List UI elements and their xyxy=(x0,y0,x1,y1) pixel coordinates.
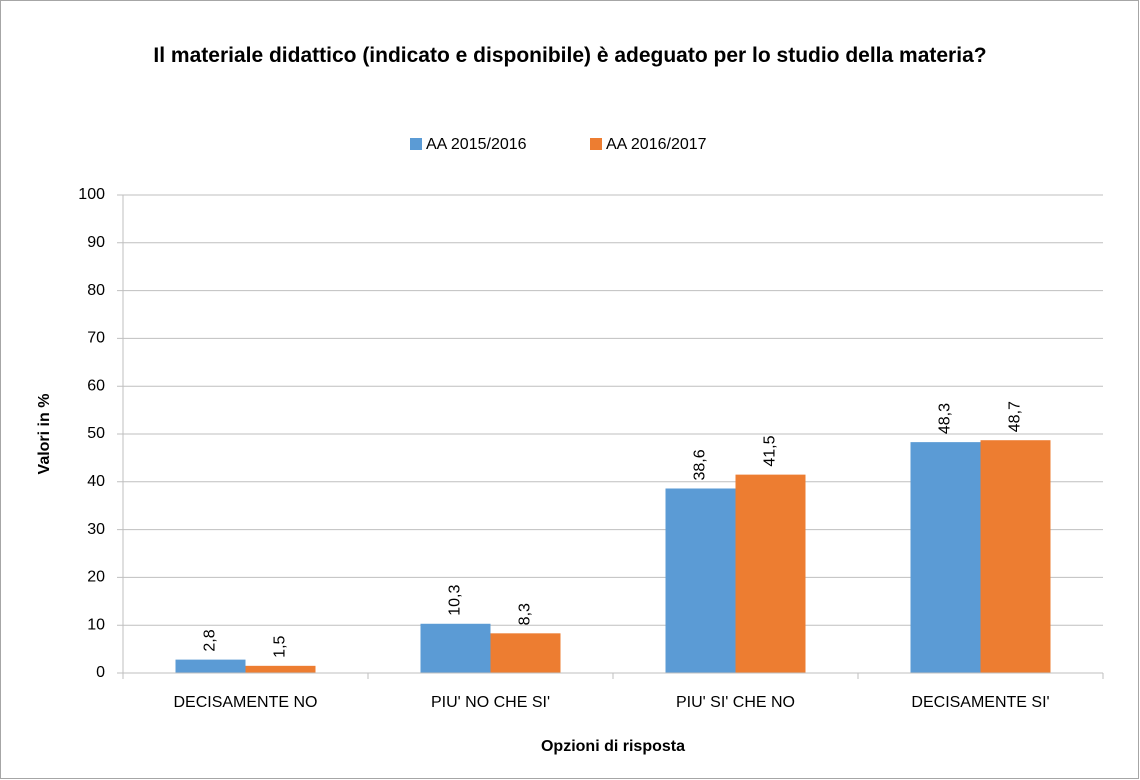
y-tick-label: 60 xyxy=(87,377,105,394)
legend-label: AA 2016/2017 xyxy=(606,136,707,153)
bar xyxy=(735,474,806,673)
value-label: 8,3 xyxy=(517,603,534,625)
legend-swatch xyxy=(590,138,602,150)
y-tick-label: 50 xyxy=(87,425,105,442)
value-label: 1,5 xyxy=(272,635,289,657)
bar xyxy=(420,623,491,673)
y-tick-label: 70 xyxy=(87,330,105,347)
value-label: 2,8 xyxy=(202,629,219,651)
y-tick-label: 80 xyxy=(87,282,105,299)
legend-label: AA 2015/2016 xyxy=(426,136,527,153)
value-label: 38,6 xyxy=(692,449,709,480)
y-tick-label: 100 xyxy=(78,186,105,203)
y-tick-label: 0 xyxy=(96,664,105,681)
value-label: 48,3 xyxy=(937,403,954,434)
bar xyxy=(980,440,1051,673)
value-label: 48,7 xyxy=(1007,401,1024,432)
bar xyxy=(175,659,246,673)
legend-swatch xyxy=(410,138,422,150)
bar xyxy=(490,633,561,673)
bar xyxy=(910,442,981,673)
x-axis-label: Opzioni di risposta xyxy=(541,738,685,755)
value-label: 41,5 xyxy=(762,435,779,466)
y-tick-label: 10 xyxy=(87,616,105,633)
y-tick-label: 90 xyxy=(87,234,105,251)
x-tick-label: PIU' NO CHE SI' xyxy=(431,694,550,711)
x-tick-label: DECISAMENTE NO xyxy=(173,694,317,711)
chart-title: Il materiale didattico (indicato e dispo… xyxy=(153,44,987,67)
y-tick-label: 40 xyxy=(87,473,105,490)
y-axis-label: Valori in % xyxy=(36,394,53,475)
bar xyxy=(665,488,736,673)
y-tick-label: 30 xyxy=(87,521,105,538)
value-label: 10,3 xyxy=(447,585,464,616)
x-tick-label: PIU' SI' CHE NO xyxy=(676,694,795,711)
x-tick-label: DECISAMENTE SI' xyxy=(911,694,1049,711)
bar xyxy=(245,665,316,673)
y-tick-label: 20 xyxy=(87,569,105,586)
